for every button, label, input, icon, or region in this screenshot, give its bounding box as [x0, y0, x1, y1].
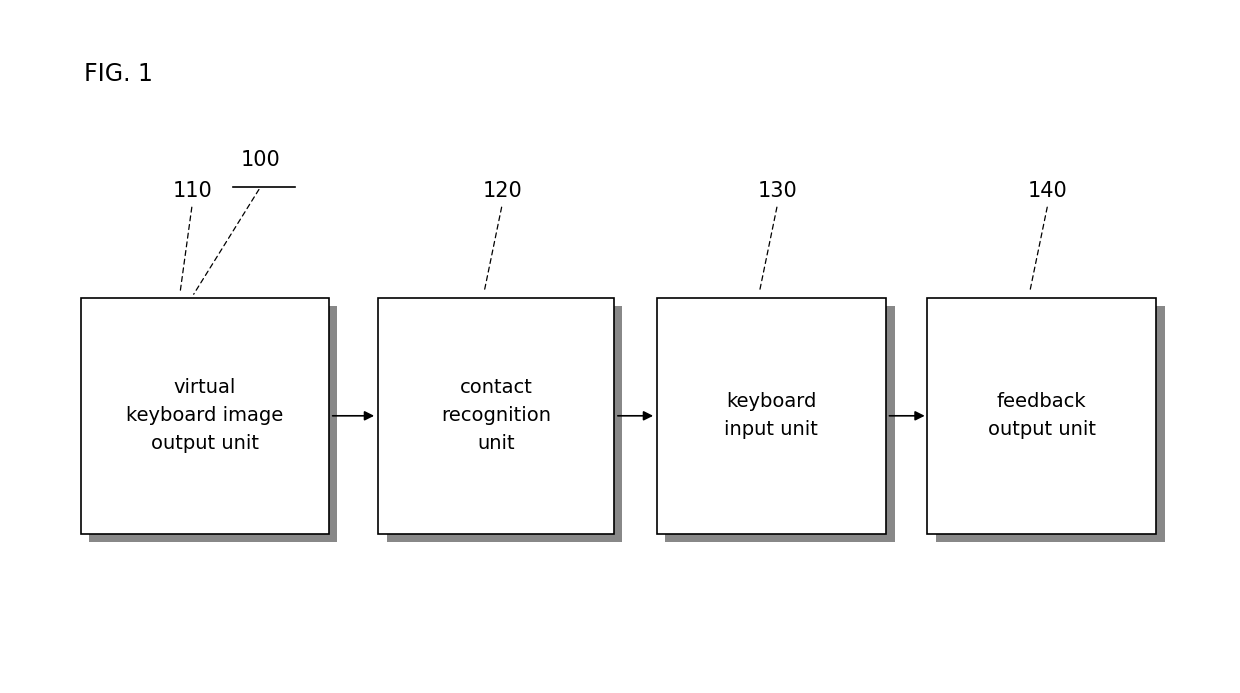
- FancyBboxPatch shape: [89, 306, 337, 542]
- Text: 140: 140: [1028, 181, 1068, 201]
- FancyBboxPatch shape: [665, 306, 895, 542]
- FancyBboxPatch shape: [378, 298, 614, 534]
- Text: 120: 120: [482, 181, 522, 201]
- Text: FIG. 1: FIG. 1: [84, 62, 154, 87]
- Text: 130: 130: [758, 181, 797, 201]
- FancyBboxPatch shape: [81, 298, 329, 534]
- FancyBboxPatch shape: [387, 306, 622, 542]
- Text: virtual
keyboard image
output unit: virtual keyboard image output unit: [126, 378, 283, 453]
- Text: feedback
output unit: feedback output unit: [987, 392, 1096, 439]
- FancyBboxPatch shape: [926, 298, 1156, 534]
- FancyBboxPatch shape: [935, 306, 1166, 542]
- FancyBboxPatch shape: [657, 298, 885, 534]
- Text: keyboard
input unit: keyboard input unit: [724, 392, 818, 439]
- Text: 100: 100: [241, 150, 280, 170]
- Text: 110: 110: [172, 181, 212, 201]
- Text: contact
recognition
unit: contact recognition unit: [441, 378, 551, 453]
